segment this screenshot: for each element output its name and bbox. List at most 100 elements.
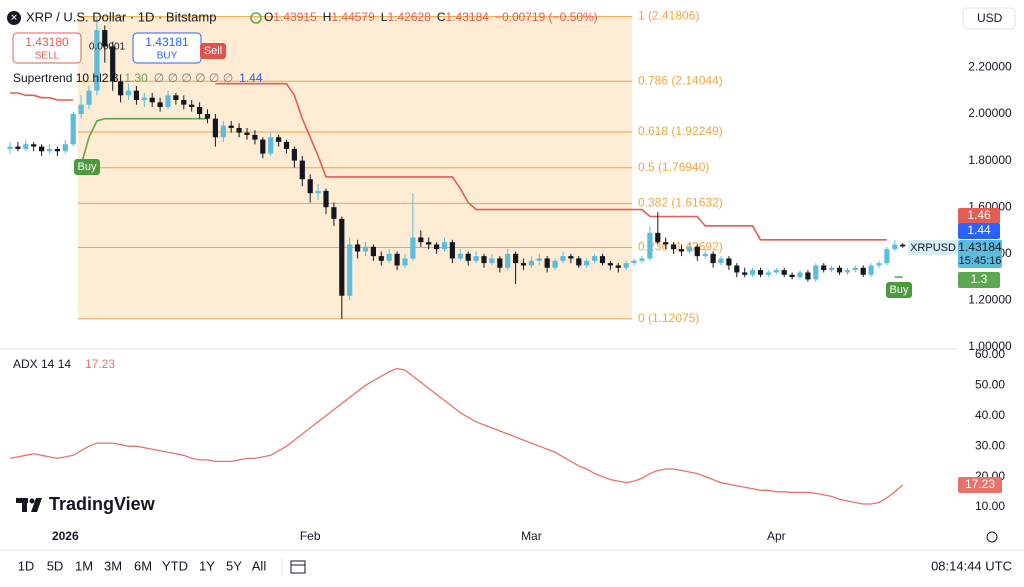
calendar-icon[interactable] (290, 560, 306, 574)
x-tick-label: Apr (767, 529, 786, 543)
timeframe-button[interactable]: 5D (47, 558, 64, 573)
signal-label: Buy (890, 284, 909, 296)
fib-label: 0.618 (1.92249) (638, 124, 723, 138)
candle-body (252, 134, 258, 140)
currency-button[interactable] (962, 7, 1016, 30)
candle-body (244, 132, 250, 135)
candle-body (86, 90, 92, 105)
candle-body (39, 146, 45, 152)
supertrend-line (80, 117, 208, 166)
candle-body (623, 263, 629, 268)
candle-body (655, 232, 661, 243)
candle-body (394, 253, 400, 266)
candle-body (78, 104, 84, 114)
candle-body (118, 81, 124, 96)
candle-body (639, 258, 645, 261)
supertrend-legend: Supertrend 10 hl2 3 1.30 ∅ ∅ ∅ ∅ ∅ ∅ 1.44 (13, 71, 263, 85)
chart-title: XRP / U.S. Dollar · 1D · Bitstamp (26, 9, 216, 24)
candle-body (173, 95, 179, 101)
candle-body (489, 258, 495, 264)
timeframe-button[interactable]: 1D (18, 558, 35, 573)
sell-button[interactable] (12, 32, 82, 64)
candle-body (829, 267, 835, 271)
candle-body (15, 146, 21, 149)
candle-body (844, 270, 850, 273)
timeframe-button[interactable]: All (252, 558, 267, 573)
last-price-tag (958, 240, 1002, 268)
currency: USD (977, 11, 1003, 25)
candle-body (852, 267, 858, 271)
candle-body (678, 249, 685, 252)
candle-body (663, 242, 669, 245)
settings-icon[interactable] (986, 531, 998, 543)
candle-body (528, 260, 534, 266)
candle-body (426, 242, 432, 245)
last-price: 1.43184 (958, 240, 1002, 254)
candle-body (323, 190, 329, 208)
candle-body (686, 246, 692, 252)
candle-body (315, 190, 321, 194)
candle-body (465, 253, 471, 261)
candle-body (671, 244, 677, 250)
candle-body (220, 125, 226, 138)
candle-body (70, 113, 76, 145)
fib-label: 0.5 (1.76940) (638, 160, 709, 174)
candle-body (892, 244, 898, 250)
candle-body (694, 246, 700, 257)
candle-body (410, 237, 416, 259)
candle-body (46, 148, 53, 152)
signal-label: Buy (78, 161, 97, 173)
candle-body (23, 144, 29, 149)
supertrend-line (215, 82, 887, 241)
timeframe-button[interactable]: YTD (162, 558, 188, 573)
candle-body (197, 106, 203, 114)
candle-body (836, 267, 843, 273)
y-tick-label: 10.00 (975, 499, 1005, 513)
supertrend-tag (958, 208, 1000, 224)
timeframe-button[interactable]: 1Y (199, 558, 215, 573)
candle-body (536, 258, 542, 261)
ohlc-value: 1.43915 (273, 10, 317, 24)
candle-body (307, 179, 313, 194)
candle-body (860, 267, 866, 275)
adx-tag-label: 17.23 (965, 477, 995, 491)
candle-body (900, 244, 906, 247)
signal-tag (200, 43, 226, 59)
countdown: 15:45:16 (959, 255, 1002, 267)
ohlc-value: 1.44579 (331, 10, 375, 24)
timeframe-button[interactable]: 3M (104, 558, 122, 573)
candle-body (718, 258, 724, 264)
fib-label: 0.236 (1.42692) (638, 240, 723, 254)
candle-body (473, 256, 479, 261)
candle-body (402, 258, 408, 266)
ohlc-letter: H (323, 10, 332, 24)
timeframe-button[interactable]: 1M (75, 558, 93, 573)
candle-body (734, 265, 740, 273)
logo-part (31, 498, 42, 512)
candle-body (742, 272, 748, 275)
ohlc-value: 1.42628 (387, 10, 431, 24)
candle-body (513, 253, 519, 264)
candle-body (765, 272, 771, 275)
adx-legend-value: 17.23 (85, 357, 115, 371)
candle-body (362, 246, 369, 252)
candle-body (181, 100, 187, 105)
candle-body (260, 139, 266, 154)
buy-price: 1.43181 (145, 35, 189, 49)
timeframe-button[interactable]: 6M (134, 558, 152, 573)
candle-body (212, 118, 218, 138)
candle-body (228, 125, 234, 128)
candle-body (204, 113, 211, 119)
signal-label: Sell (204, 45, 222, 57)
symbol-tag (908, 240, 958, 255)
timeframe-button[interactable]: 5Y (226, 558, 242, 573)
candle-body (876, 263, 882, 266)
x-tick-label: Feb (300, 529, 321, 543)
visibility-icon[interactable] (250, 12, 262, 24)
change: −0.00719 (−0.50%) (495, 10, 598, 24)
ohlc-letter: C (437, 10, 446, 24)
candle-body (750, 270, 756, 275)
y-tick-label: 2.00000 (968, 106, 1012, 120)
candle-body (157, 102, 163, 107)
candle-body (497, 258, 503, 268)
